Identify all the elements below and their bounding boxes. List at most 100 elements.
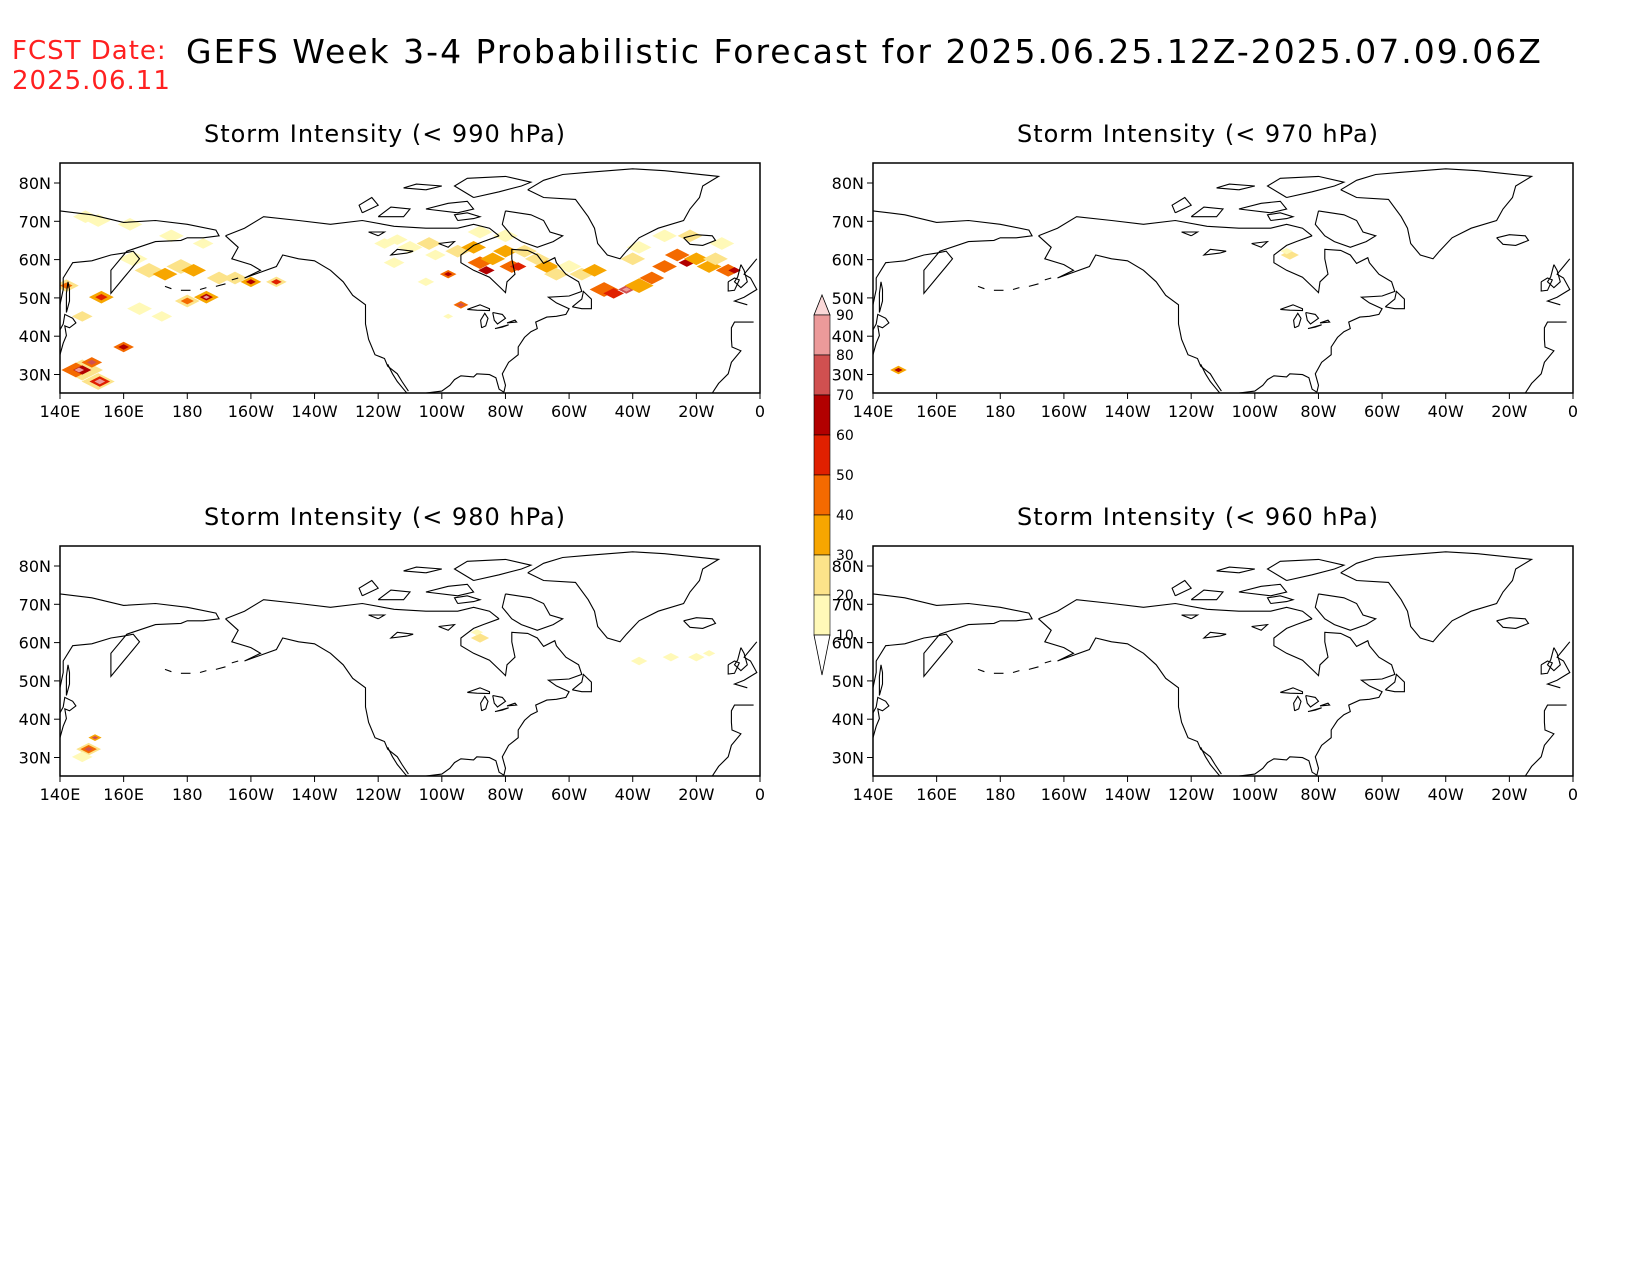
coastline	[1200, 747, 1221, 776]
map-content	[873, 551, 1571, 776]
coastline	[878, 664, 884, 696]
coastline	[1038, 235, 1222, 392]
probability-patch	[524, 252, 550, 266]
probability-patch	[652, 229, 677, 243]
coastline	[1384, 290, 1405, 310]
coastline	[494, 707, 509, 713]
lon-tick-label: 100W	[419, 402, 466, 420]
coastline	[467, 687, 491, 695]
colorbar-segment	[813, 474, 831, 516]
lon-tick-label: 80W	[1300, 402, 1336, 420]
lat-tick-label: 30N	[832, 749, 864, 768]
probability-patch	[569, 267, 595, 281]
lon-tick-label: 140E	[853, 402, 894, 420]
coastline	[1273, 618, 1396, 776]
probability-patch	[639, 271, 665, 285]
coastline	[1293, 312, 1302, 329]
probability-patch	[534, 260, 560, 273]
lon-tick-label: 60W	[1364, 785, 1400, 803]
lon-tick-label: 160E	[916, 785, 957, 803]
probability-patch	[383, 257, 405, 268]
lat-tick-label: 60N	[19, 634, 51, 653]
coastline	[1496, 617, 1530, 629]
coastline	[1305, 694, 1320, 708]
coastline	[368, 231, 387, 237]
coastline	[977, 285, 985, 290]
coastline	[358, 579, 380, 597]
lat-tick-label: 40N	[832, 710, 864, 729]
lat-tick-label: 80N	[19, 174, 51, 193]
lon-tick-label: 140E	[40, 785, 81, 803]
probability-patch	[662, 652, 680, 662]
coastline	[1012, 287, 1020, 291]
map-content	[60, 551, 758, 776]
lon-tick-label: 180	[985, 785, 1016, 803]
probability-patch	[134, 262, 164, 278]
colorbar-label: 50	[836, 468, 854, 484]
coastline	[225, 235, 409, 392]
coastline	[368, 614, 387, 620]
lat-tick-label: 30N	[19, 366, 51, 385]
colorbar-label: 40	[836, 508, 854, 524]
map: 140E 160E 180 160W 140W 120W 100W 80W 60W 40W 20W 0…	[832, 162, 1578, 420]
probability-patch	[416, 237, 442, 250]
coastline	[453, 175, 533, 199]
probability-patch	[118, 344, 130, 350]
probability-patch	[470, 633, 490, 643]
map: 140E 160E 180 160W 140W 120W 100W 80W 60W 40W 20W 0…	[19, 545, 765, 803]
coastline	[358, 196, 380, 214]
coastline	[164, 668, 172, 673]
coastline	[1307, 324, 1322, 330]
panel-title: Storm Intensity (< 970 hPa)	[1016, 120, 1380, 148]
lon-tick-label: 40W	[1428, 402, 1464, 420]
probability-patch	[480, 252, 506, 266]
coastline	[460, 618, 583, 776]
coastline	[1293, 695, 1302, 712]
coastline	[1319, 319, 1331, 324]
coastline	[1216, 183, 1255, 191]
coastline	[1216, 566, 1255, 574]
panel-980: Storm Intensity (< 980 hPa) 140E 160E 180 1…	[0, 503, 770, 833]
colorbar-cap-bottom	[813, 634, 831, 676]
coastline	[199, 287, 207, 291]
lon-tick-label: 60W	[551, 785, 587, 803]
lat-tick-label: 40N	[832, 327, 864, 346]
lon-tick-label: 180	[172, 402, 203, 420]
lat-tick-label: 70N	[832, 212, 864, 231]
panel-970: Storm Intensity (< 970 hPa) 140E 160E 180 1…	[813, 120, 1583, 450]
coastline	[492, 311, 507, 325]
probability-patch	[556, 260, 582, 273]
lat-tick-label: 70N	[832, 595, 864, 614]
map-frame	[872, 162, 1574, 394]
probability-patch	[152, 267, 178, 281]
coastline	[1540, 277, 1554, 292]
lon-tick-label: 160W	[1041, 402, 1088, 420]
probability-patch	[624, 278, 654, 294]
coastline	[225, 216, 500, 237]
coastline	[1314, 593, 1378, 631]
lon-tick-label: 60W	[1364, 402, 1400, 420]
colorbar-label: 70	[836, 388, 854, 404]
lon-tick-label: 160E	[916, 402, 957, 420]
lon-tick-label: 100W	[1232, 402, 1279, 420]
coastline	[527, 551, 721, 643]
coastline	[711, 321, 754, 393]
coastline	[1266, 212, 1295, 222]
probability-patch	[374, 238, 395, 249]
coastline	[527, 168, 721, 260]
lat-tick-label: 80N	[832, 174, 864, 193]
probability-patch	[206, 271, 232, 285]
colorbar-label: 20	[836, 588, 854, 604]
lon-tick-label: 160E	[103, 785, 144, 803]
probability-patch	[425, 249, 446, 261]
coastline	[453, 595, 482, 605]
coastline	[571, 673, 592, 693]
probability-patch	[630, 656, 648, 666]
lon-tick-label: 0	[1568, 402, 1578, 420]
coastline	[1171, 196, 1193, 214]
lat-tick-label: 40N	[19, 327, 51, 346]
coastline	[389, 631, 414, 639]
coastline	[732, 258, 758, 306]
coastline	[1181, 231, 1200, 237]
probability-patch	[652, 260, 677, 273]
